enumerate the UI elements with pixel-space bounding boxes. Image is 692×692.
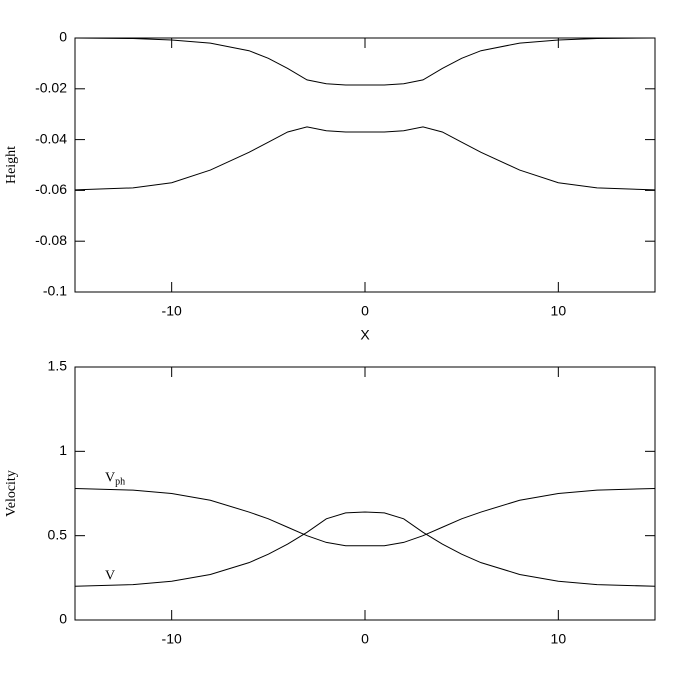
series-line [74, 487, 656, 547]
series-label-main: V [105, 471, 115, 486]
y-tick-label: -0.06 [35, 181, 67, 197]
x-tick-label: 0 [361, 631, 369, 647]
y-tick-label: -0.02 [35, 80, 67, 96]
plot-frame [74, 37, 656, 293]
x-tick-label: -10 [162, 303, 182, 319]
y-tick-label: -0.08 [35, 232, 67, 248]
series-label: Vph [105, 471, 125, 488]
y-tick-label: 0 [59, 29, 67, 45]
x-tick-label: 10 [551, 303, 567, 319]
series-label: V [105, 568, 115, 583]
y-tick-label: 1 [59, 442, 67, 458]
series-line [74, 126, 656, 191]
x-tick-label: 10 [551, 631, 567, 647]
series-label-subscript: ph [115, 477, 125, 488]
x-tick-label: -10 [162, 631, 182, 647]
y-tick-label: -0.1 [43, 283, 67, 299]
series-line [74, 37, 656, 86]
y-axis-label: Velocity [4, 470, 19, 517]
series-line [74, 511, 656, 587]
x-axis-label: X [360, 327, 370, 343]
y-axis-label: Height [4, 146, 19, 184]
y-tick-label: -0.04 [35, 130, 67, 146]
x-tick-label: 0 [361, 303, 369, 319]
series-label-main: V [105, 568, 115, 583]
y-tick-label: 0 [59, 611, 67, 627]
y-tick-label: 0.5 [48, 526, 68, 542]
y-tick-label: 1.5 [48, 358, 68, 374]
